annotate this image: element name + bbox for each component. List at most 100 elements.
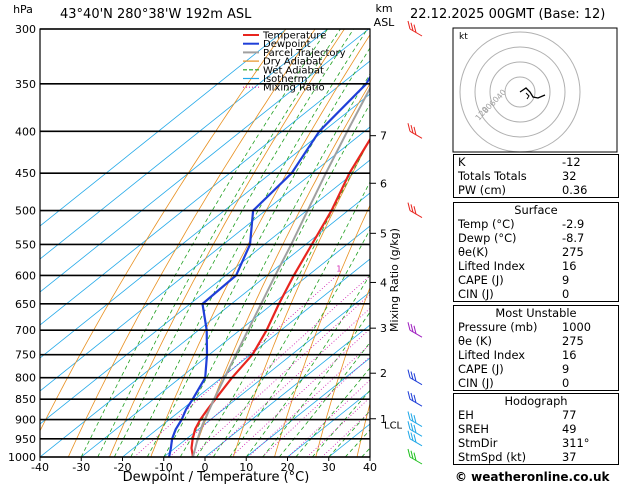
most-unstable-title: Most Unstable [495, 306, 577, 320]
table-row: Lifted Index 16 [454, 348, 618, 362]
row-value: 16 [562, 348, 577, 362]
row-label: Dewp (°C) [458, 231, 517, 245]
km-tick-label: 2 [380, 367, 387, 380]
wind-barb-flag [410, 413, 414, 422]
table-row: K -12 [454, 155, 618, 169]
row-label: StmDir [458, 436, 498, 450]
row-value: 275 [562, 334, 584, 348]
pressure-unit: hPa [13, 3, 33, 16]
row-value: 49 [562, 422, 577, 436]
hodograph-table-title: Hodograph [504, 394, 568, 408]
km-tick-label: 3 [380, 322, 387, 335]
row-value: 311° [562, 436, 590, 450]
wind-barb-flag [407, 430, 411, 439]
asl-unit: ASL [374, 16, 396, 29]
hodograph-ring [489, 61, 551, 123]
row-label: CIN (J) [458, 376, 494, 390]
isotherm-line [246, 357, 370, 457]
pressure-tick-label: 550 [15, 238, 36, 251]
legend-label: Isotherm [263, 74, 307, 85]
wind-barbs [407, 20, 423, 465]
table-row: θe(K) 275 [454, 245, 618, 259]
wind-barb-flag [413, 424, 417, 434]
mixing-ratio-line [248, 343, 370, 457]
km-unit: km [375, 2, 392, 15]
isotherm-line [40, 29, 328, 260]
x-tick-label: 0 [202, 461, 209, 474]
wind-barb-flag [407, 391, 411, 400]
mixing-ratio-line [134, 275, 338, 457]
pressure-tick-label: 300 [15, 23, 36, 36]
table-row: Dewp (°C) -8.7 [454, 231, 618, 245]
row-label: PW (cm) [458, 183, 506, 197]
mixing-ratio-line [169, 275, 370, 457]
table-row: PW (cm) 0.36 [454, 183, 618, 197]
hodograph-table: Hodograph EH 77 SREH 49 StmDir 311° StmSpd (kt… [453, 393, 619, 465]
wind-barb-flag [410, 22, 414, 31]
isotherm-line [40, 29, 287, 227]
row-value: 0 [562, 287, 570, 301]
hodograph-unit: kt [459, 32, 468, 42]
table-row: Totals Totals 32 [454, 169, 618, 183]
mixing-ratio-line [230, 328, 370, 457]
isotherm-line [40, 29, 369, 293]
x-tick-label: 40 [363, 461, 377, 474]
legend-label: Parcel Trajectory [263, 48, 346, 59]
row-label: Lifted Index [458, 259, 526, 273]
table-row: CAPE (J) 9 [454, 362, 618, 376]
wind-barb-flag [407, 322, 411, 331]
wind-barb-flag [410, 432, 414, 441]
wind-barb-flag [410, 124, 414, 134]
row-value: 0.36 [562, 183, 588, 197]
table-row: Lifted Index 16 [454, 259, 618, 273]
isotherm-line [40, 60, 370, 326]
x-tick-label: -20 [114, 461, 132, 474]
wind-barb-flag [410, 323, 414, 333]
row-value: 77 [562, 408, 577, 422]
pressure-tick-label: 400 [15, 125, 36, 138]
x-tick-label: 10 [239, 461, 253, 474]
row-value: -8.7 [562, 231, 585, 245]
surface-title: Surface [514, 203, 558, 217]
x-tick-label: -10 [155, 461, 173, 474]
table-row: StmSpd (kt) 37 [454, 450, 618, 464]
pressure-tick-label: 350 [15, 78, 36, 91]
most-unstable-table: Most Unstable Pressure (mb) 1000 θe (K) 275… [453, 305, 619, 391]
wind-barb-flag [410, 392, 414, 402]
wind-barb-flag [407, 123, 411, 132]
lcl-label: LCL [384, 420, 403, 431]
table-row: θe (K) 275 [454, 334, 618, 348]
wind-barb-flag [407, 421, 411, 430]
wet-adiabat-line [146, 47, 370, 457]
isotherm-line [204, 324, 370, 457]
wind-barb-flag [413, 206, 417, 215]
table-row: EH 77 [454, 408, 618, 422]
pressure-tick-label: 600 [15, 269, 36, 282]
row-value: 1000 [562, 320, 591, 334]
mixing-ratio-axis-label: Mixing Ratio (g/kg) [388, 228, 401, 332]
row-label: θe(K) [458, 245, 489, 259]
table-row: StmDir 311° [454, 436, 618, 450]
isotherm-line [40, 159, 370, 425]
axes: 1300350400450500550600650700750800850900… [8, 23, 403, 474]
row-value: 32 [562, 169, 577, 183]
row-label: Temp (°C) [458, 217, 515, 231]
series-dewpoint [168, 75, 370, 457]
wind-barb-flag [407, 369, 411, 378]
table-row: SREH 49 [454, 422, 618, 436]
table-row: Temp (°C) -2.9 [454, 217, 618, 231]
index-table: K -12 Totals Totals 32 PW (cm) 0.36 [453, 154, 619, 198]
row-label: SREH [458, 422, 489, 436]
isotherm-line [40, 93, 370, 359]
km-tick-label: 1 [380, 413, 387, 426]
wind-barb-flag [413, 325, 417, 334]
km-tick-label: 7 [380, 130, 387, 143]
wind-barb-flag [410, 371, 414, 380]
surface-table: Surface Temp (°C) -2.9 Dewp (°C) -8.7 θe(K) 2… [453, 202, 619, 302]
legend-label: Dry Adiabat [263, 57, 322, 68]
legend-label: Wet Adiabat [263, 65, 324, 76]
pressure-tick-label: 850 [15, 393, 36, 406]
x-tick-label: 20 [281, 461, 295, 474]
